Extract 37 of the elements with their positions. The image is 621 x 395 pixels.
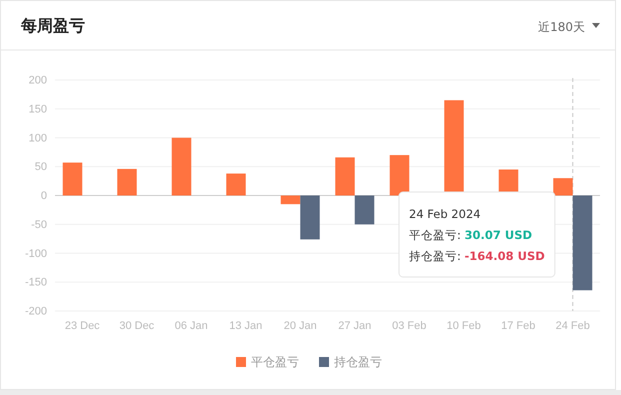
y-tick-label: 200 — [28, 74, 47, 87]
annotation: 24 Feb 2024 — [409, 207, 481, 221]
x-tick-label: 30 Dec — [119, 320, 155, 332]
y-tick-label: 0 — [40, 190, 47, 202]
x-tick-label: 06 Jan — [174, 320, 208, 332]
chart-title: 每周盈亏 — [20, 16, 85, 35]
y-tick-label: -200 — [24, 306, 47, 318]
bar — [117, 168, 137, 196]
bar — [390, 155, 410, 196]
bar — [300, 196, 320, 240]
bar — [62, 162, 82, 196]
x-tick-label: 03 Feb — [392, 320, 426, 332]
y-tick-label: 150 — [28, 103, 47, 116]
bar — [172, 138, 192, 196]
bar — [335, 157, 355, 196]
x-tick-label: 13 Jan — [229, 320, 262, 332]
legend-label: 持仓盈亏 — [334, 355, 382, 369]
x-tick-label: 24 Feb — [556, 320, 590, 332]
annotation: 持仓盈亏: -164.08 USD — [409, 249, 545, 263]
y-tick-label: 100 — [28, 132, 47, 144]
bar — [572, 196, 592, 290]
x-tick-label: 23 Dec — [64, 320, 100, 332]
x-tick-label: 10 Feb — [446, 320, 481, 332]
legend-label: 平仓盈亏 — [251, 355, 299, 369]
bar — [280, 196, 300, 204]
bar — [226, 174, 246, 196]
y-tick-label: -50 — [31, 218, 47, 231]
annotation: 平仓盈亏: 30.07 USD — [409, 228, 532, 242]
bar — [553, 178, 573, 196]
x-tick-label: 17 Feb — [501, 320, 536, 332]
x-tick-label: 27 Jan — [338, 320, 372, 332]
y-tick-label: 50 — [34, 161, 47, 174]
text: 近180天 — [538, 20, 585, 34]
x-tick-label: 20 Jan — [284, 320, 317, 332]
y-tick-label: -150 — [24, 276, 47, 289]
y-tick-label: -100 — [24, 248, 47, 260]
bar — [354, 196, 374, 224]
